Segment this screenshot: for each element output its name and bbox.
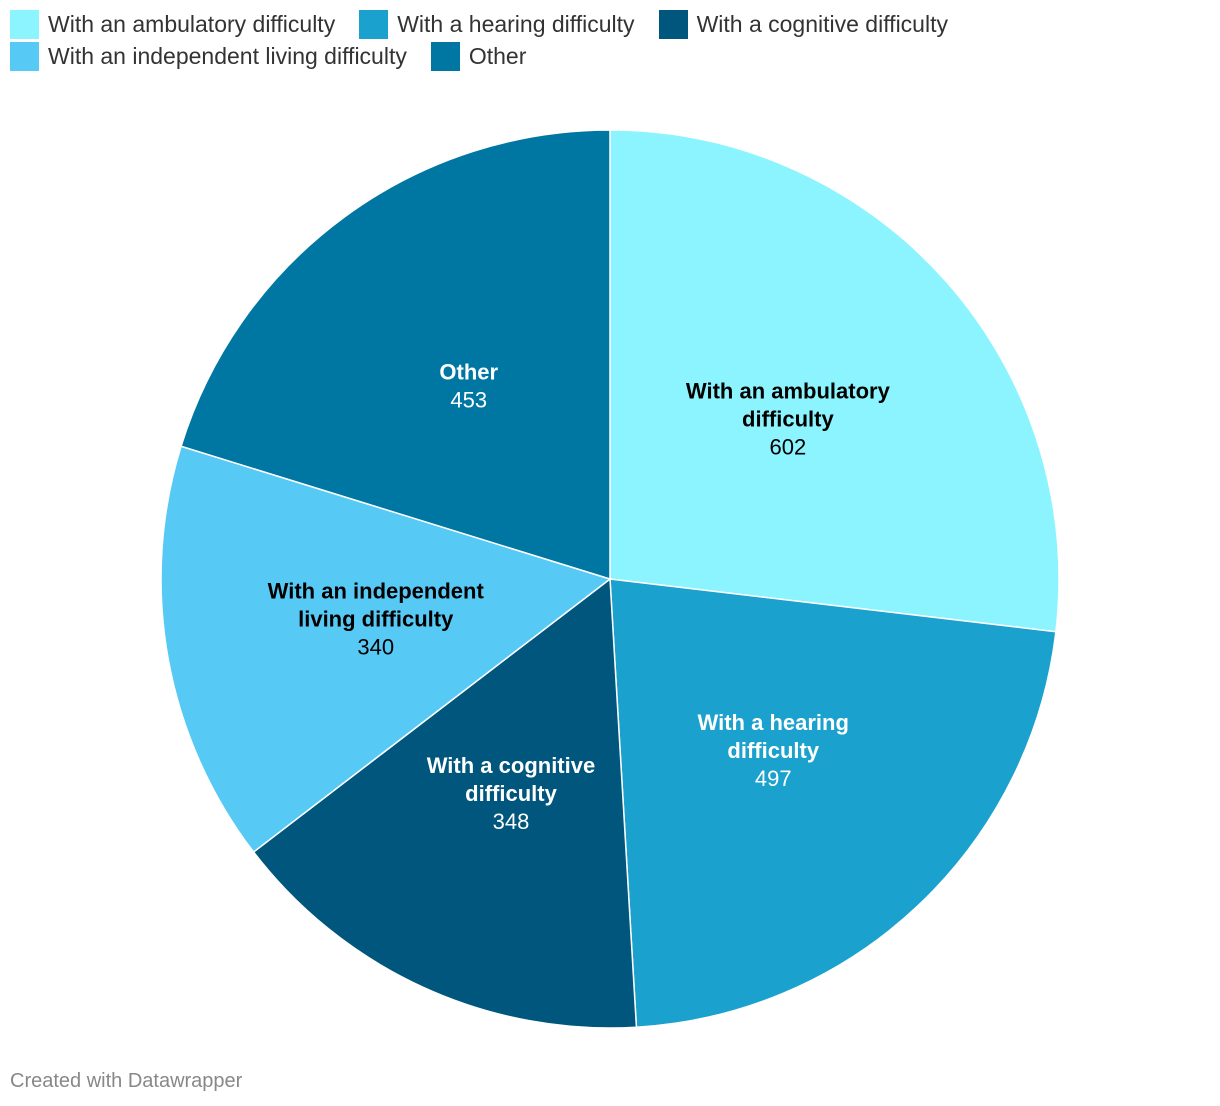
slice-label-value: 497	[755, 766, 792, 791]
slice-label: With an independent living difficulty 340	[268, 579, 485, 660]
legend-item: Other	[430, 41, 527, 71]
legend-item: With an independent living difficulty	[10, 41, 407, 71]
slice-label-name: With a hearing	[698, 710, 849, 735]
legend-item: With a hearing difficulty	[359, 9, 635, 39]
slice-label-name: difficulty	[465, 781, 557, 806]
pie-chart: With an ambulatory difficulty 602 With a he…	[160, 129, 1060, 1029]
slice-label-name: difficulty	[742, 407, 834, 432]
legend-swatch	[359, 9, 389, 39]
legend-item: With an ambulatory difficulty	[10, 9, 336, 39]
slice-label-value: 348	[493, 809, 530, 834]
pie-slice	[609, 578, 1057, 1029]
pie-slice	[609, 129, 1060, 633]
slice-label-value: 602	[770, 435, 807, 460]
slice-label-name: With a cognitive	[427, 753, 595, 778]
slice-label-value: 453	[450, 387, 487, 412]
slice-label-name: With an independent	[268, 579, 485, 604]
legend-row: With an ambulatory difficulty With a hear…	[10, 8, 1210, 40]
footer-credit: Created with Datawrapper	[10, 1070, 243, 1092]
slice-label-name: living difficulty	[298, 607, 454, 632]
slice-label: With an ambulatory difficulty 602	[686, 379, 891, 460]
slice-label-name: With an ambulatory	[686, 379, 891, 404]
legend-swatch	[658, 9, 688, 39]
legend-label: With an ambulatory difficulty	[48, 10, 336, 37]
legend-label: With a cognitive difficulty	[696, 10, 948, 37]
legend-swatch	[430, 41, 460, 71]
pie-slice	[160, 445, 612, 854]
legend-swatch	[10, 9, 39, 39]
pie-slice	[252, 577, 638, 1029]
legend-label: Other	[468, 42, 527, 69]
slice-label-name: difficulty	[727, 738, 819, 763]
slice-label-value: 340	[357, 635, 394, 660]
legend: With an ambulatory difficulty With a hear…	[10, 8, 1210, 72]
legend-row: With an independent living difficulty Oth…	[10, 40, 1210, 72]
slice-label-name: Other	[439, 359, 498, 384]
slice-label: Other 453	[439, 359, 498, 412]
slice-label: With a cognitive difficulty 348	[427, 753, 595, 834]
legend-swatch	[10, 41, 39, 71]
legend-item: With a cognitive difficulty	[658, 9, 948, 39]
legend-label: With an independent living difficulty	[48, 42, 407, 69]
pie-slice	[180, 129, 611, 581]
slice-label: With a hearing difficulty 497	[698, 710, 849, 791]
legend-label: With a hearing difficulty	[397, 10, 635, 37]
